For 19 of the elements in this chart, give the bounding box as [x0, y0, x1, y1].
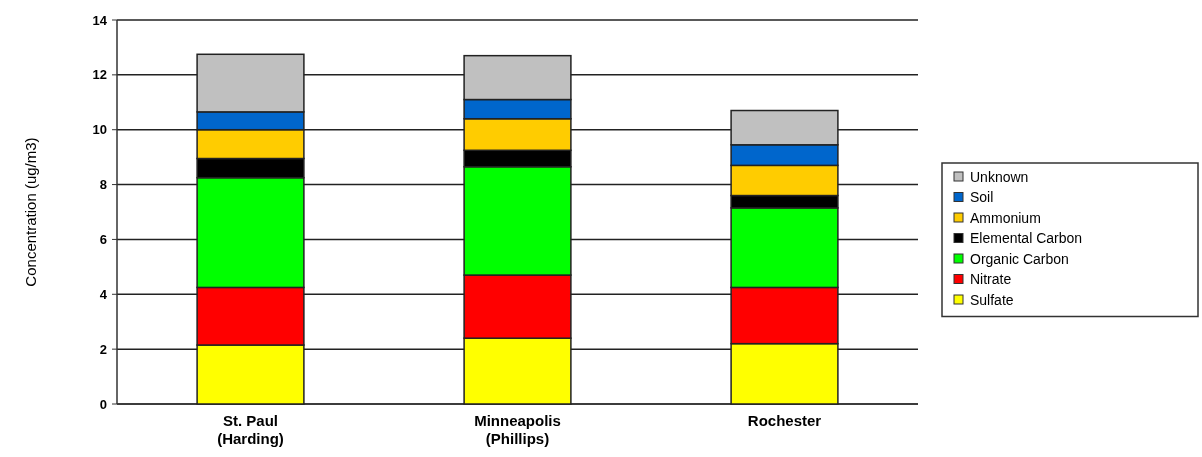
- y-tick-label: 6: [99, 231, 107, 247]
- legend-label: Unknown: [970, 168, 1029, 185]
- y-axis-title: Concentration (ug/m3): [22, 137, 39, 287]
- y-tick-label: 8: [99, 177, 107, 193]
- y-tick-label: 0: [99, 396, 107, 412]
- legend-label: Sulfate: [970, 291, 1014, 308]
- y-tick-label: 4: [99, 286, 108, 302]
- y-tick-label: 14: [92, 12, 108, 28]
- legend-label: Ammonium: [970, 209, 1041, 226]
- y-tick-label: 2: [99, 341, 107, 357]
- legend-label: Nitrate: [970, 271, 1012, 288]
- x-tick-label: Minneapolis (Phillips): [474, 412, 561, 447]
- legend-label: Soil: [970, 189, 994, 206]
- legend-label: Elemental Carbon: [970, 230, 1083, 247]
- x-tick-label: Rochester: [747, 412, 822, 429]
- legend-label: Organic Carbon: [970, 250, 1069, 267]
- y-tick-label: 12: [92, 67, 107, 83]
- y-tick-label: 10: [92, 122, 107, 138]
- x-tick-label: St. Paul (Harding): [217, 412, 284, 447]
